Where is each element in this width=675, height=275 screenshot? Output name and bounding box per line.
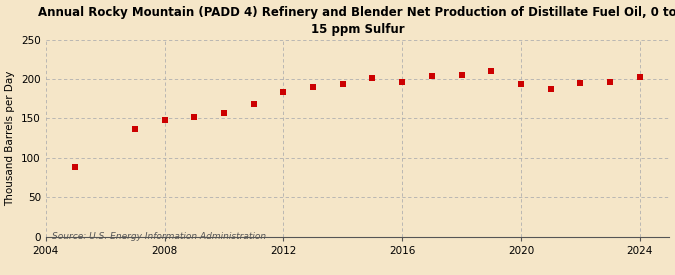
Point (427, 74, 437, 78)
Point (278, 89, 289, 94)
Y-axis label: Thousand Barrels per Day: Thousand Barrels per Day (5, 70, 16, 206)
Point (397, 80, 408, 84)
Point (575, 81, 586, 85)
Point (456, 73, 467, 77)
Point (545, 87, 556, 91)
Point (486, 69, 497, 73)
Title: Annual Rocky Mountain (PADD 4) Refinery and Blender Net Production of Distillate: Annual Rocky Mountain (PADD 4) Refinery … (38, 6, 675, 35)
Point (516, 82, 526, 87)
Point (189, 115, 200, 119)
Point (219, 111, 230, 115)
Point (634, 75, 645, 79)
Point (70, 165, 81, 169)
Point (308, 85, 319, 89)
Text: Source: U.S. Energy Information Administration: Source: U.S. Energy Information Administ… (52, 232, 266, 241)
Point (248, 102, 259, 106)
Point (159, 118, 170, 122)
Point (338, 82, 348, 87)
Point (130, 127, 140, 132)
Point (605, 80, 616, 84)
Point (367, 76, 378, 80)
